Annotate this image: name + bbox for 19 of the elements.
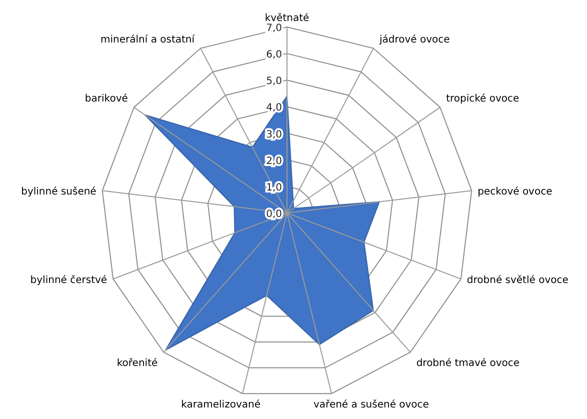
y-tick-label: 6,0	[266, 50, 282, 61]
spoke-label: drobné světlé ovoce	[466, 274, 568, 286]
spoke-label: bylinné čerstvé	[30, 274, 108, 286]
spoke-label: barikové	[84, 93, 128, 104]
spoke-label: tropické ovoce	[446, 93, 520, 104]
spoke-label: drobné tmavé ovoce	[416, 358, 520, 370]
spoke-label: jádrové ovoce	[378, 34, 450, 46]
y-tick-label: 7,0	[266, 23, 282, 34]
spoke-label: vařené a sušené ovoce	[314, 400, 429, 411]
y-tick-label: 3,0	[266, 129, 282, 140]
y-tick-label: 2,0	[266, 156, 282, 167]
spoke-label: peckové ovoce	[478, 186, 552, 198]
y-tick-label: 5,0	[266, 76, 282, 88]
spoke-label: karamelizované	[181, 400, 260, 411]
spoke-label: minerální a ostatní	[100, 34, 196, 46]
spoke-label: bylinné sušené	[21, 186, 96, 198]
spoke-label: květnaté	[264, 13, 310, 24]
y-tick-label: 0,0	[266, 209, 282, 220]
spoke-label: kořenité	[116, 358, 158, 370]
